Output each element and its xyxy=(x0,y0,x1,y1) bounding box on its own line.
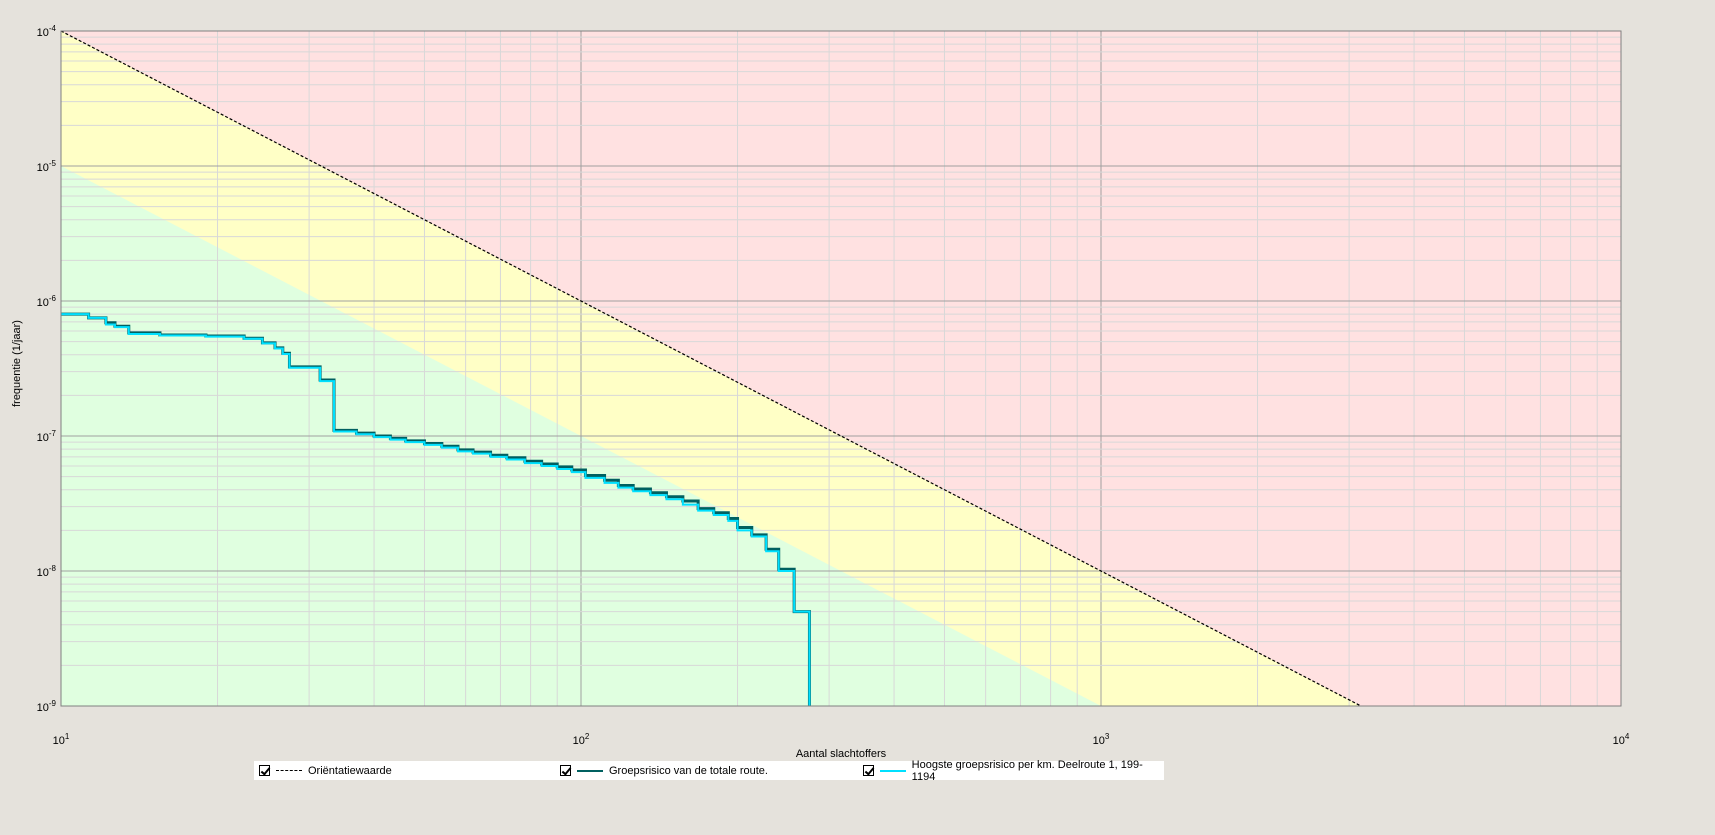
plot-frame xyxy=(60,30,1622,707)
x-tick-label: 101 xyxy=(53,732,70,747)
legend-item-groepsrisico-totale-route[interactable]: Groepsrisico van de totale route. xyxy=(560,761,768,780)
y-tick-label: 10-5 xyxy=(37,159,57,174)
y-axis-label: frequentie (1/jaar) xyxy=(11,320,23,407)
y-tick-label: 10-6 xyxy=(37,294,57,309)
legend-label-groepsrisico-totale-route: Groepsrisico van de totale route. xyxy=(609,764,768,777)
dashed-line-swatch-icon xyxy=(276,770,302,771)
legend-checkbox-hoogste-groepsrisico[interactable] xyxy=(863,765,874,776)
y-tick-label: 10-9 xyxy=(37,699,57,714)
series-line-1 xyxy=(60,30,1362,707)
x-tick-label: 103 xyxy=(1093,732,1110,747)
legend-item-orientatiewaarde[interactable]: Oriëntatiewaarde xyxy=(259,761,392,780)
series-layer xyxy=(60,30,1362,707)
y-tick-label: 10-7 xyxy=(37,429,57,444)
x-tick-label: 104 xyxy=(1613,732,1630,747)
x-tick-labels: 101 102 103 104 xyxy=(53,732,1630,747)
chart-legend: Oriëntatiewaarde Groepsrisico van de tot… xyxy=(254,758,1164,783)
grid-lines xyxy=(61,31,1621,706)
cyan-line-swatch-icon xyxy=(879,769,906,772)
series-line-3 xyxy=(61,313,811,706)
y-tick-labels: 10-4 10-5 10-6 10-7 10-8 10-9 xyxy=(37,24,57,714)
y-tick-label: 10-4 xyxy=(37,24,57,39)
y-tick-label: 10-8 xyxy=(37,564,57,579)
fn-curve-chart: 101 102 103 104 10-4 10-5 10-6 10-7 10-8 10-9 Aa… xyxy=(11,24,1630,760)
legend-label-hoogste-groepsrisico: Hoogste groepsrisico per km. Deelroute 1… xyxy=(911,758,1143,783)
legend-checkbox-orientatiewaarde[interactable] xyxy=(259,765,270,776)
legend-label-orientatiewaarde: Oriëntatiewaarde xyxy=(308,764,392,777)
x-axis-label: Aantal slachtoffers xyxy=(796,748,887,760)
legend-checkbox-groepsrisico-totale-route[interactable] xyxy=(560,765,571,776)
legend-item-hoogste-groepsrisico[interactable]: Hoogste groepsrisico per km. Deelroute 1… xyxy=(863,758,1164,783)
x-tick-label: 102 xyxy=(573,732,590,747)
dark-teal-line-swatch-icon xyxy=(577,769,603,772)
